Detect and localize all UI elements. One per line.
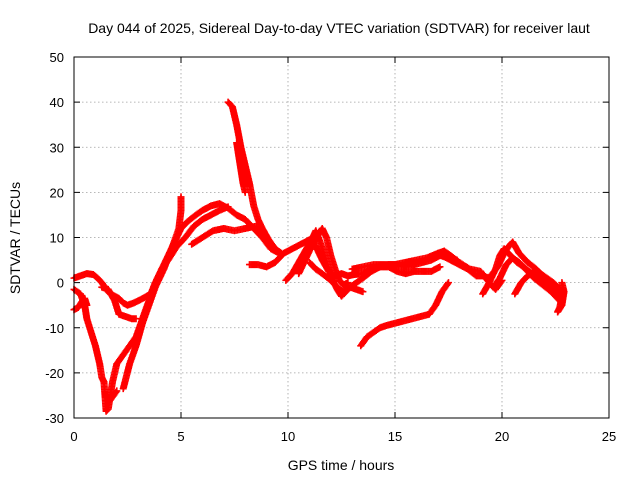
data-point-marker xyxy=(344,279,352,287)
data-point-marker xyxy=(112,388,120,396)
y-tick-label: 30 xyxy=(50,140,64,155)
data-point-marker xyxy=(113,387,121,395)
data-point-marker xyxy=(558,279,566,287)
data-point-marker xyxy=(224,203,232,211)
y-tick-label: -30 xyxy=(45,411,64,426)
x-tick-label: 25 xyxy=(602,429,616,444)
series-track-07 xyxy=(119,193,185,393)
series-track-10 xyxy=(224,98,286,257)
y-tick-label: -20 xyxy=(45,366,64,381)
data-point-marker xyxy=(445,279,452,287)
data-point-marker xyxy=(241,188,249,196)
y-tick-label: 50 xyxy=(50,50,64,65)
chart-title: Day 044 of 2025, Sidereal Day-to-day VTE… xyxy=(88,20,590,36)
series-track-17 xyxy=(357,279,452,350)
x-tick-label: 15 xyxy=(388,429,402,444)
x-tick-label: 10 xyxy=(281,429,295,444)
y-tick-label: 40 xyxy=(50,95,64,110)
series-track-05 xyxy=(102,387,121,404)
x-axis-label: GPS time / hours xyxy=(288,457,395,473)
series-track-06 xyxy=(98,283,140,323)
x-tick-label: 20 xyxy=(495,429,509,444)
x-tick-label: 5 xyxy=(177,429,184,444)
series-track-11 xyxy=(233,139,249,196)
grid-lines xyxy=(74,57,609,418)
y-tick-label: 20 xyxy=(50,185,64,200)
data-point-marker xyxy=(132,315,140,323)
series-track-14 xyxy=(295,224,352,289)
series-track-03 xyxy=(70,294,91,314)
y-axis-label: SDTVAR / TECUs xyxy=(7,182,23,294)
y-tick-label: 10 xyxy=(50,231,64,246)
series-track-09 xyxy=(188,222,266,248)
y-tick-label: -10 xyxy=(45,321,64,336)
axis-ticks: 0 5 10 15 20 25 -30 -20 -10 0 10 20 30 40 50 xyxy=(45,50,616,444)
data-point-marker xyxy=(83,301,91,309)
series-track-21 xyxy=(511,267,568,316)
data-point-marker xyxy=(444,280,452,288)
data-point-marker xyxy=(177,193,185,201)
x-tick-label: 0 xyxy=(70,429,77,444)
series-track-08 xyxy=(145,203,232,302)
data-point-marker xyxy=(359,288,367,296)
y-tick-label: 0 xyxy=(57,276,64,291)
data-points xyxy=(70,98,568,415)
data-point-marker xyxy=(436,263,444,271)
